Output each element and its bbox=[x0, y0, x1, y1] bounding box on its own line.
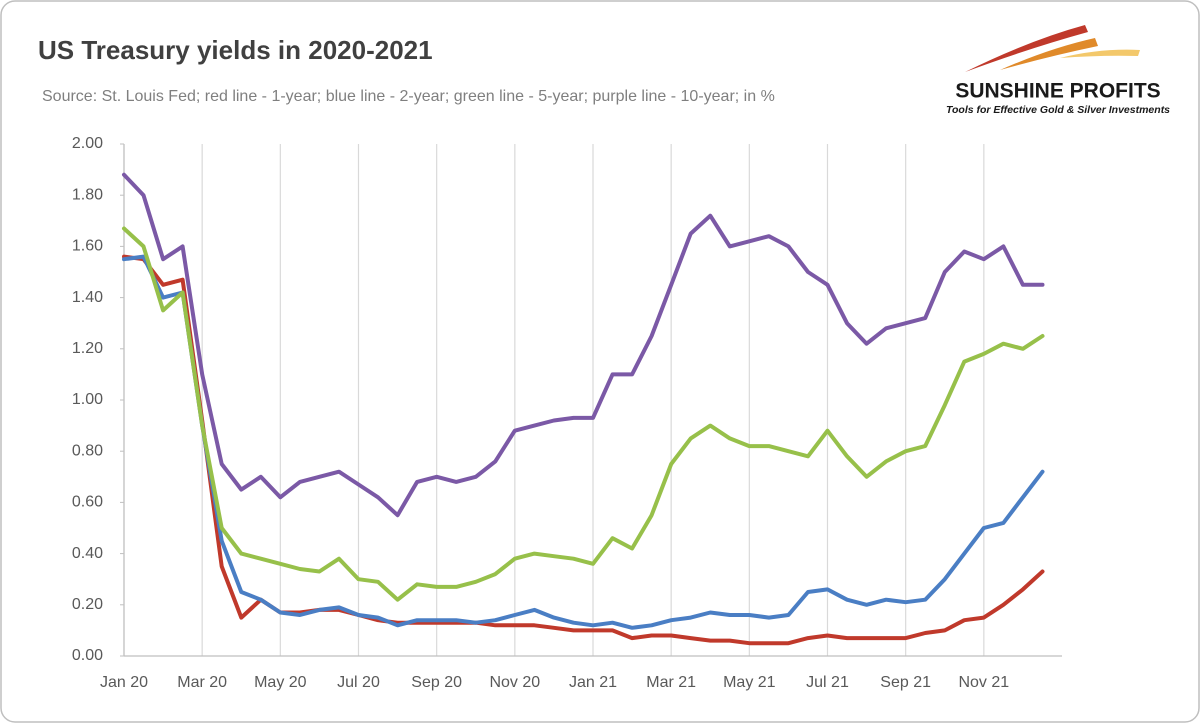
x-tick-label: May 20 bbox=[254, 674, 307, 691]
x-tick-label: May 21 bbox=[723, 674, 776, 691]
logo-name: SUNSHINE PROFITS bbox=[955, 80, 1160, 103]
y-tick-label: 1.60 bbox=[72, 238, 103, 255]
x-tick-label: Jan 21 bbox=[569, 674, 617, 691]
logo-tagline: Tools for Effective Gold & Silver Invest… bbox=[946, 104, 1170, 116]
y-tick-label: 1.40 bbox=[72, 289, 103, 306]
x-tick-label: Jan 20 bbox=[100, 674, 148, 691]
x-tick-label: Jul 20 bbox=[337, 674, 380, 691]
x-tick-label: Nov 21 bbox=[958, 674, 1009, 691]
series-line bbox=[122, 254, 1045, 630]
series-line bbox=[122, 172, 1045, 518]
x-tick-label: Jul 21 bbox=[806, 674, 849, 691]
x-tick-label: Sep 21 bbox=[880, 674, 931, 691]
y-tick-label: 2.00 bbox=[72, 135, 103, 152]
series-line bbox=[122, 226, 1045, 602]
y-tick-label: 1.00 bbox=[72, 391, 103, 408]
logo-swoosh bbox=[965, 25, 1088, 72]
chart-subtitle: Source: St. Louis Fed; red line - 1-year… bbox=[42, 88, 775, 105]
x-tick-label: Nov 20 bbox=[489, 674, 540, 691]
y-tick-label: 1.20 bbox=[72, 340, 103, 357]
y-tick-label: 0.60 bbox=[72, 494, 103, 511]
y-tick-label: 0.00 bbox=[72, 647, 103, 664]
x-tick-label: Mar 21 bbox=[646, 674, 696, 691]
y-tick-label: 1.80 bbox=[72, 186, 103, 203]
y-tick-label: 0.40 bbox=[72, 545, 103, 562]
logo: SUNSHINE PROFITS Tools for Effective Gol… bbox=[946, 25, 1170, 116]
logo-swoosh bbox=[1060, 49, 1140, 58]
y-tick-label: 0.20 bbox=[72, 596, 103, 613]
x-tick-label: Mar 20 bbox=[177, 674, 227, 691]
logo-swoosh bbox=[1000, 38, 1098, 70]
chart-title: US Treasury yields in 2020-2021 bbox=[38, 35, 433, 65]
x-tick-label: Sep 20 bbox=[411, 674, 462, 691]
y-tick-label: 0.80 bbox=[72, 442, 103, 459]
